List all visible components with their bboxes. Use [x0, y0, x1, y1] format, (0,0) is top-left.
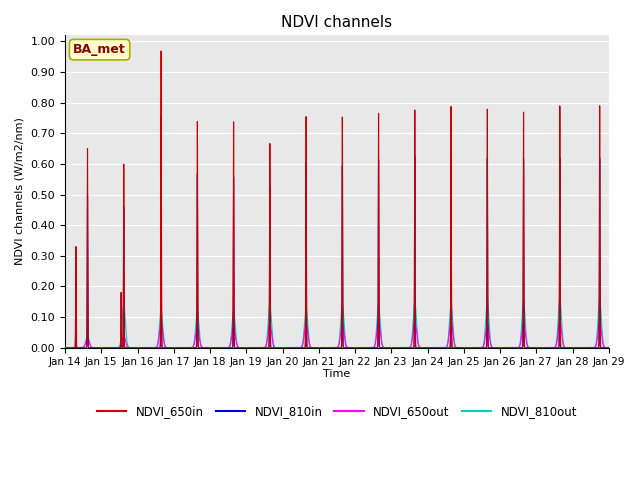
Text: BA_met: BA_met	[73, 43, 126, 56]
Y-axis label: NDVI channels (W/m2/nm): NDVI channels (W/m2/nm)	[15, 118, 25, 265]
Legend: NDVI_650in, NDVI_810in, NDVI_650out, NDVI_810out: NDVI_650in, NDVI_810in, NDVI_650out, NDV…	[92, 400, 582, 423]
X-axis label: Time: Time	[323, 369, 351, 379]
Title: NDVI channels: NDVI channels	[282, 15, 392, 30]
